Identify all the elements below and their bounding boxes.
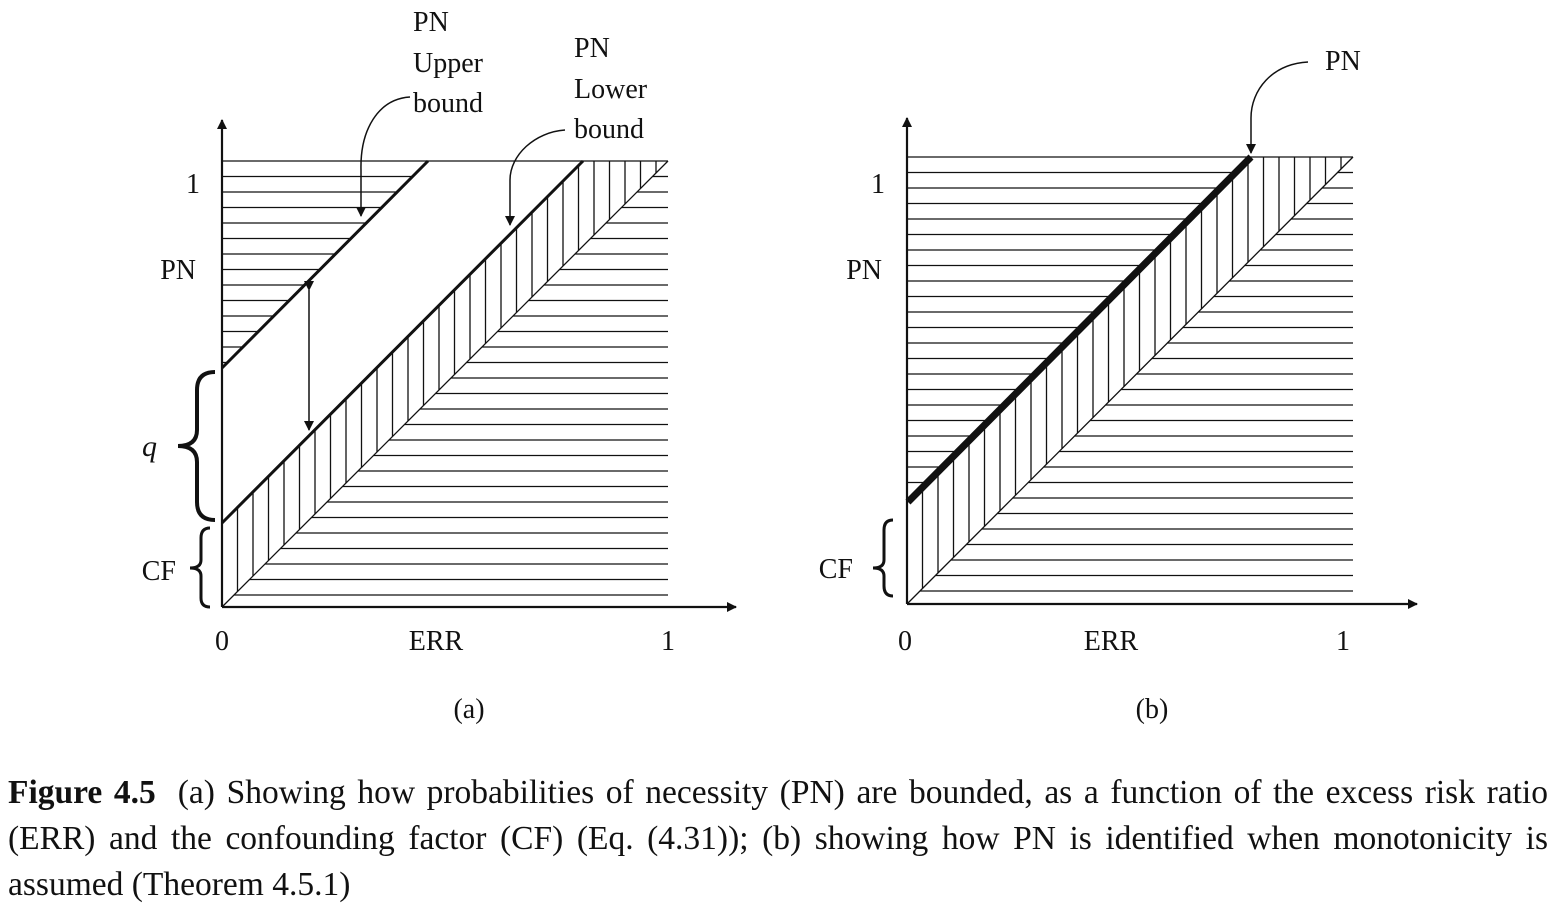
panel-a-q-label: q	[142, 430, 157, 463]
figure-4-5: 1 PN q CF 0 ERR 1 (a) PN Upper bound PN …	[142, 7, 1418, 725]
panel-a-y-axis-label: PN	[160, 255, 196, 286]
panel-b-x-axis-label: ERR	[1084, 626, 1139, 657]
panel-b-cf-brace	[872, 518, 894, 598]
panel-b-hatching	[907, 157, 1353, 592]
panel-a-x-tick-0: 0	[215, 626, 229, 657]
panel-a-upper-callout-line-2: Upper	[413, 48, 484, 79]
panel-a-x-tick-1: 1	[661, 626, 675, 657]
panel-a-upper-callout-arrow	[356, 96, 411, 217]
panel-a-upper-callout-line-1: PN	[413, 7, 449, 38]
panel-b-x-tick-0: 0	[898, 626, 912, 657]
figure-label: Figure 4.5	[8, 774, 156, 811]
panel-b-y-tick-1: 1	[871, 169, 885, 200]
panel-a-lower-callout-arrow	[505, 129, 566, 226]
panel-a-cf-label: CF	[142, 556, 176, 587]
panel-b-x-tick-1: 1	[1336, 626, 1350, 657]
panel-a-lower-callout-line-1: PN	[574, 33, 610, 64]
panel-b-callout: PN	[1325, 46, 1361, 77]
panel-b-sub-label: (b)	[1136, 694, 1169, 725]
figure-caption: Figure 4.5 (a) Showing how probabilities …	[8, 770, 1548, 908]
panel-b-cf-label: CF	[819, 554, 853, 585]
panel-b: 1 PN CF 0 ERR 1 (b) PN	[819, 46, 1418, 725]
panel-a-sub-label: (a)	[453, 694, 484, 725]
panel-a-lower-bound-line	[220, 159, 585, 525]
panel-a-upper-callout: PN Upper bound	[413, 7, 490, 119]
panel-b-diagonal-line	[906, 156, 1354, 605]
panel-a-hatching	[222, 161, 668, 596]
panel-a: 1 PN q CF 0 ERR 1 (a) PN Upper bound PN …	[142, 7, 737, 725]
panel-a-cf-brace	[189, 526, 211, 609]
panel-a-lower-callout: PN Lower bound	[574, 33, 654, 145]
panel-a-lower-callout-line-2: Lower	[574, 74, 648, 105]
panel-a-lower-callout-line-3: bound	[574, 114, 644, 145]
panel-a-q-brace	[177, 370, 216, 522]
panel-a-upper-bound-line	[220, 159, 430, 370]
caption-text: (a) Showing how probabilities of necessi…	[8, 774, 1548, 903]
panel-b-y-axis-label: PN	[846, 255, 882, 286]
panel-a-x-axis-label: ERR	[409, 626, 464, 657]
panel-a-upper-callout-line-3: bound	[413, 88, 483, 119]
panel-b-pn-line	[905, 154, 1254, 505]
panel-a-diagonal-line	[221, 160, 669, 608]
panel-b-callout-arrow	[1246, 61, 1309, 154]
panel-a-y-tick-1: 1	[186, 169, 200, 200]
